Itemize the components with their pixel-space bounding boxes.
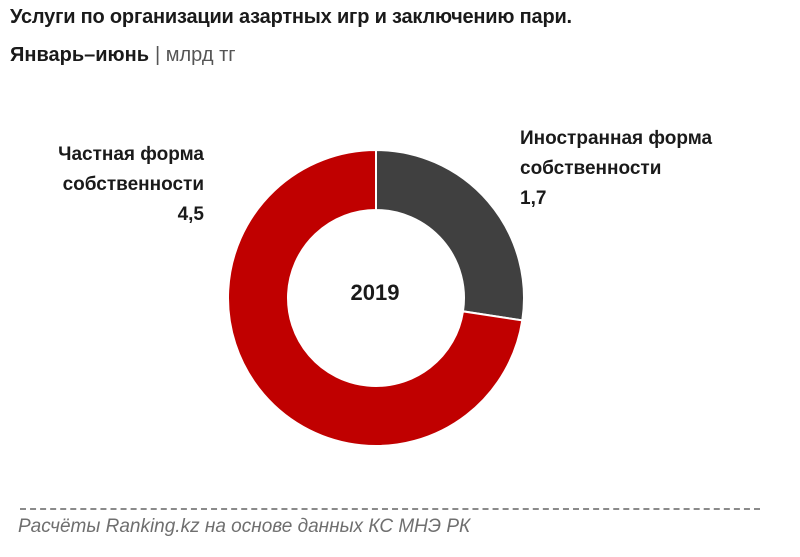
slice-label-foreign: Иностранная форма собственности 1,7 [520,124,712,214]
slice-label-private: Частная форма собственности 4,5 [58,140,204,230]
slice-label-foreign-line1: Иностранная форма [520,128,713,149]
slice-label-foreign-line2: собственности [520,158,662,179]
slice-label-private-line2: собственности [62,174,204,195]
donut-slice-foreign [375,148,525,322]
source-note: Расчёты Ranking.kz на основе данных КС М… [18,516,471,537]
slice-value-foreign: 1,7 [520,188,547,209]
unit-label: | млрд тг [155,44,236,66]
center-year-label: 2019 [350,280,400,305]
chart-subtitle: Январь–июнь | млрд тг [10,44,236,67]
chart-title: Услуги по организации азартных игр и зак… [10,6,572,28]
footer-divider [20,508,760,510]
period-label: Январь–июнь [10,44,149,66]
slice-value-private: 4,5 [177,204,204,225]
slice-label-private-line1: Частная форма [58,144,204,165]
donut-slice-private [227,148,524,447]
